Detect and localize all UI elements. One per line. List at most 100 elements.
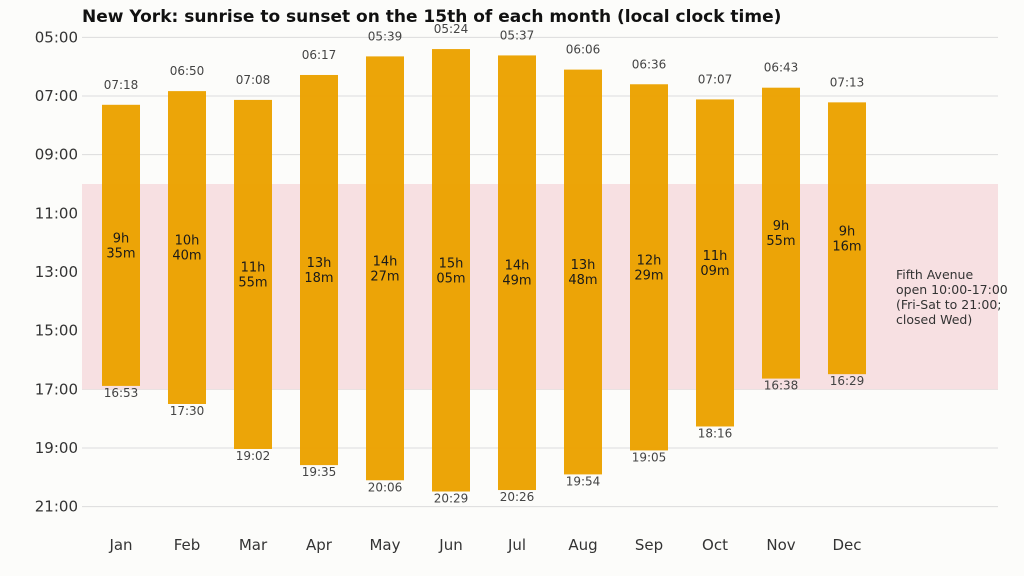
duration-part: 9h xyxy=(113,231,130,246)
duration-part: 13h xyxy=(571,258,596,273)
y-tick-label: 21:00 xyxy=(35,498,78,516)
chart-title: New York: sunrise to sunset on the 15th … xyxy=(82,7,781,27)
duration-part: 9h xyxy=(839,224,856,239)
duration-part: 13h xyxy=(307,256,332,271)
duration-part: 9h xyxy=(773,219,790,234)
x-tick-label: Oct xyxy=(702,536,728,554)
duration-part: 15h xyxy=(439,256,464,271)
duration-part: 14h xyxy=(505,259,530,274)
duration-part: 18m xyxy=(304,271,333,286)
sunrise-label: 05:39 xyxy=(368,29,403,43)
band-annotation-line: Fifth Avenue xyxy=(896,267,973,282)
duration-part: 27m xyxy=(370,269,399,284)
duration-part: 16m xyxy=(832,239,861,254)
x-tick-label: Apr xyxy=(306,536,333,554)
daylight-duration-label: 10h 40m xyxy=(172,234,201,264)
sunset-label: 16:38 xyxy=(764,379,799,393)
duration-part: 35m xyxy=(106,246,135,261)
duration-part: 29m xyxy=(634,268,663,283)
sunrise-label: 07:07 xyxy=(698,72,733,86)
duration-part: 11h xyxy=(241,260,266,275)
sunset-label: 16:53 xyxy=(104,386,139,400)
sunset-label: 20:06 xyxy=(368,480,403,494)
duration-part: 48m xyxy=(568,273,597,288)
x-tick-label: Mar xyxy=(239,536,268,554)
daylight-duration-label: 9h 55m xyxy=(766,219,795,249)
x-tick-label: Dec xyxy=(832,536,861,554)
sunrise-label: 05:37 xyxy=(500,28,535,42)
duration-part: 11h xyxy=(703,249,728,264)
daylight-duration-label: 9h 16m xyxy=(832,224,861,254)
daylight-bar xyxy=(564,69,602,475)
sunset-label: 19:02 xyxy=(236,449,271,463)
y-tick-label: 19:00 xyxy=(35,439,78,457)
sunset-label: 19:35 xyxy=(302,465,337,479)
x-tick-label: May xyxy=(369,536,400,554)
duration-part: 12h xyxy=(637,253,662,268)
x-tick-label: Nov xyxy=(766,536,795,554)
sunset-label: 19:05 xyxy=(632,450,667,464)
sunrise-label: 06:06 xyxy=(566,43,601,57)
axes: 05:00 07:00 09:00 11:00 13:00 15:00 17:00 19:00… xyxy=(35,28,862,554)
duration-part: 40m xyxy=(172,249,201,264)
daylight-bar xyxy=(498,55,536,491)
y-tick-label: 11:00 xyxy=(35,204,78,222)
sunset-label: 18:16 xyxy=(698,426,733,440)
duration-part: 10h xyxy=(175,234,200,249)
y-tick-label: 13:00 xyxy=(35,263,78,281)
duration-part: 05m xyxy=(436,271,465,286)
daylight-duration-label: 13h 48m xyxy=(568,258,597,288)
x-tick-label: Feb xyxy=(174,536,201,554)
sunrise-label: 06:43 xyxy=(764,61,799,75)
labels: Fifth Avenue open 10:00-17:00 (Fri-Sat to … xyxy=(104,22,1008,505)
sunset-label: 16:29 xyxy=(830,374,865,388)
band-annotation-line: (Fri-Sat to 21:00; xyxy=(896,297,1002,312)
sunset-label: 17:30 xyxy=(170,404,205,418)
daylight-bar xyxy=(234,99,272,449)
daylight-bar xyxy=(828,102,866,375)
daylight-duration-label: 14h 27m xyxy=(370,254,399,284)
daylight-bar xyxy=(432,49,470,492)
x-tick-label: Jul xyxy=(507,536,526,554)
sunrise-label: 06:50 xyxy=(170,64,205,78)
daylight-duration-label: 12h 29m xyxy=(634,253,663,283)
duration-part: 49m xyxy=(502,274,531,289)
daylight-bar xyxy=(168,91,206,404)
duration-part: 09m xyxy=(700,264,729,279)
daylight-bar xyxy=(300,74,338,466)
daylight-bar xyxy=(102,104,140,386)
sunset-label: 20:29 xyxy=(434,492,469,506)
y-tick-label: 05:00 xyxy=(35,28,78,46)
sunrise-label: 07:08 xyxy=(236,73,271,87)
daylight-duration-label: 11h 55m xyxy=(238,260,267,290)
y-tick-label: 07:00 xyxy=(35,87,78,105)
x-tick-label: Aug xyxy=(568,536,597,554)
sunset-label: 19:54 xyxy=(566,474,601,488)
daylight-duration-label: 15h 05m xyxy=(436,256,465,286)
daylight-duration-label: 9h 35m xyxy=(106,231,135,261)
duration-part: 55m xyxy=(238,275,267,290)
y-tick-label: 09:00 xyxy=(35,146,78,164)
daylight-duration-label: 14h 49m xyxy=(502,259,531,289)
sunrise-label: 06:36 xyxy=(632,57,667,71)
daylight-bar xyxy=(762,87,800,379)
x-tick-label: Sep xyxy=(635,536,663,554)
bars xyxy=(102,49,866,492)
daylight-duration-label: 13h 18m xyxy=(304,256,333,286)
x-tick-label: Jan xyxy=(108,536,132,554)
sunset-label: 20:26 xyxy=(500,490,535,504)
daylight-bar xyxy=(630,84,668,451)
daylight-bar xyxy=(366,56,404,481)
daylight-duration-label: 11h 09m xyxy=(700,249,729,279)
band-annotation: Fifth Avenue open 10:00-17:00 (Fri-Sat to … xyxy=(896,267,1008,327)
sunrise-label: 06:17 xyxy=(302,48,337,62)
sunrise-label: 07:13 xyxy=(830,75,865,89)
duration-part: 14h xyxy=(373,254,398,269)
y-tick-label: 15:00 xyxy=(35,322,78,340)
x-tick-label: Jun xyxy=(438,536,462,554)
y-tick-label: 17:00 xyxy=(35,380,78,398)
daylight-bar xyxy=(696,99,734,427)
sunrise-label: 07:18 xyxy=(104,78,139,92)
band-annotation-line: open 10:00-17:00 xyxy=(896,282,1008,297)
